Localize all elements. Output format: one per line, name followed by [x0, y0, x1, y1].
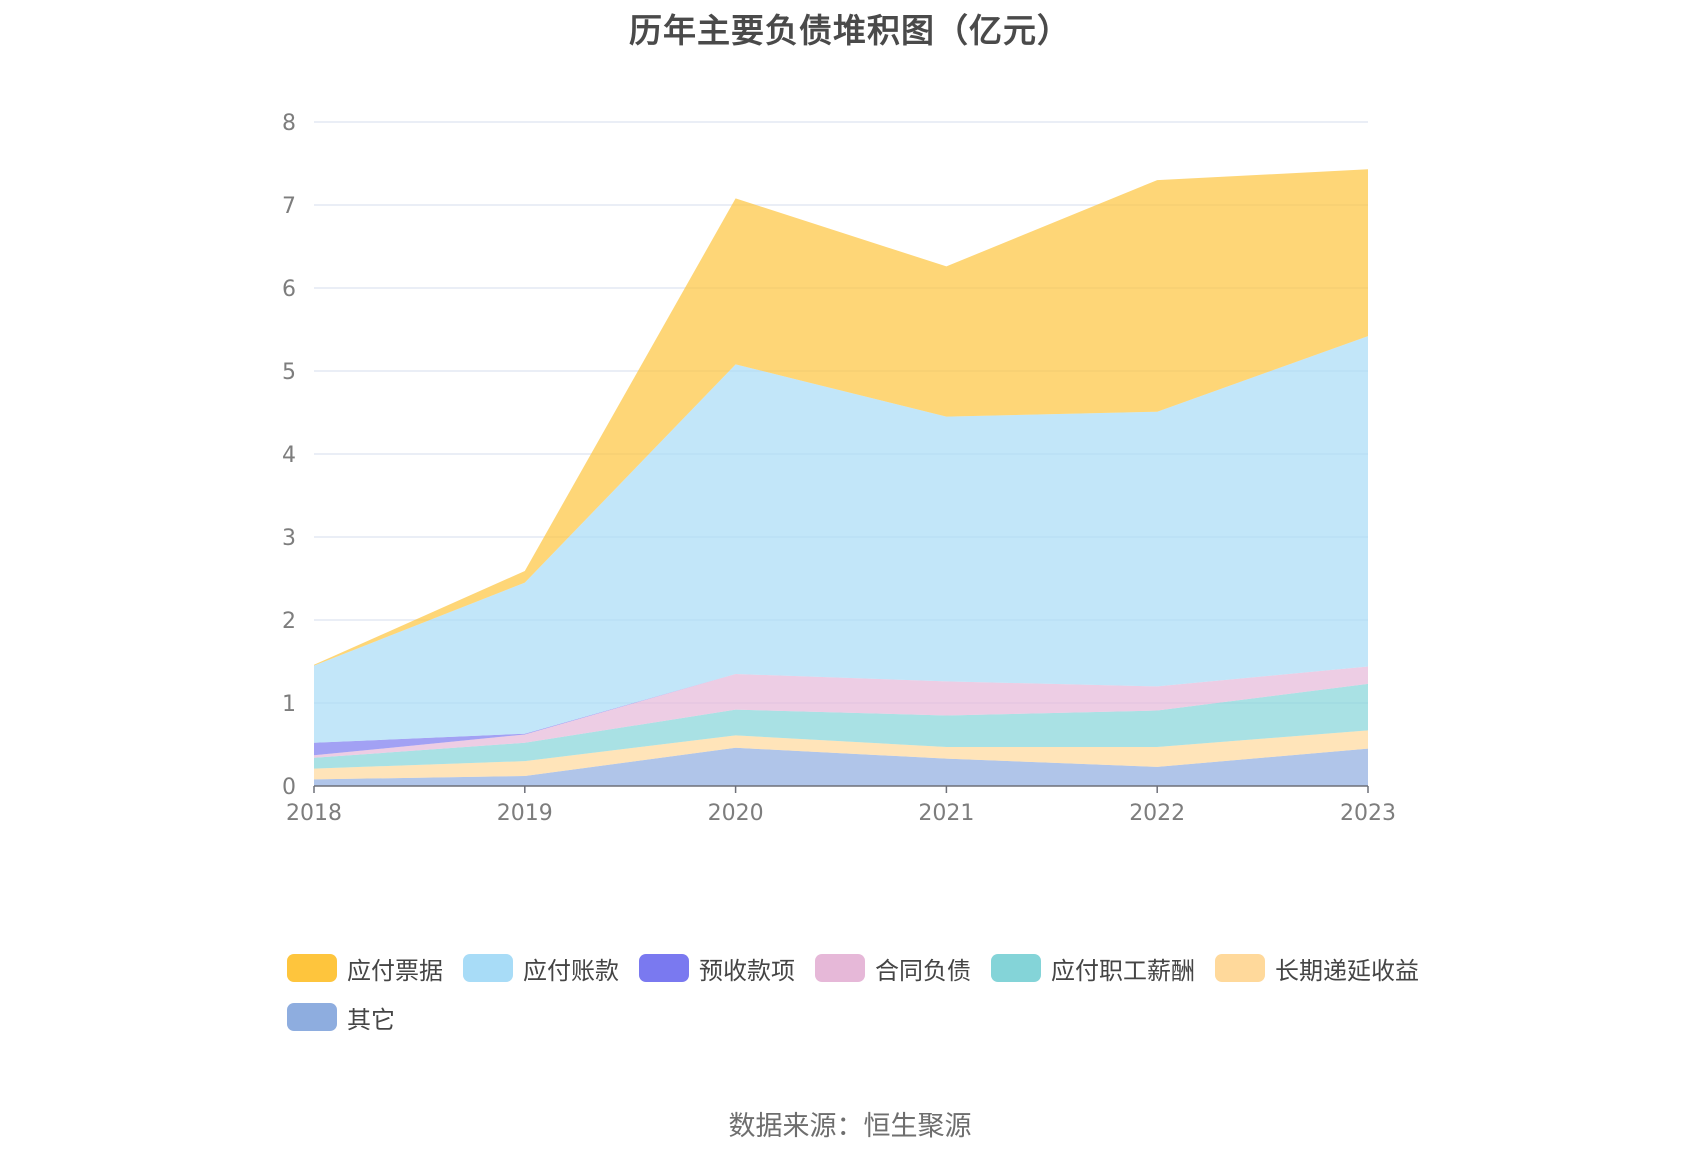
- x-tick-label: 2022: [1129, 801, 1185, 826]
- y-tick-label: 4: [282, 443, 296, 468]
- y-tick-label: 7: [282, 194, 296, 219]
- legend-swatch: [991, 954, 1041, 982]
- axes: 0 1 2 3 4 5 6 7 8 2018 2019 2020 2021 2022 2023: [282, 111, 1396, 826]
- legend-item[interactable]: 其它: [287, 1002, 395, 1034]
- y-tick-label: 1: [282, 692, 296, 717]
- x-tick-label: 2018: [286, 801, 342, 826]
- legend-swatch: [287, 954, 337, 982]
- area-series-5: [314, 336, 1368, 743]
- area-series-3: [314, 666, 1368, 758]
- area-series-0: [314, 747, 1368, 786]
- stacked-areas: [314, 169, 1368, 786]
- area-series-2: [314, 683, 1368, 769]
- legend-item[interactable]: 应付票据: [287, 953, 443, 985]
- y-tick-label: 2: [282, 609, 296, 634]
- legend-swatch: [287, 1003, 337, 1031]
- x-tick-label: 2023: [1340, 801, 1396, 826]
- legend-item[interactable]: 应付职工薪酬: [991, 953, 1195, 985]
- legend: 应付票据 应付账款 预收款项 合同负债 应付职工薪酬 长期递延收益其它: [287, 953, 1487, 1034]
- x-tick-label: 2021: [918, 801, 974, 826]
- x-tick-label: 2019: [497, 801, 553, 826]
- legend-swatch: [463, 954, 513, 982]
- legend-label: 其它: [347, 1005, 395, 1034]
- y-tick-label: 3: [282, 526, 296, 551]
- legend-label: 合同负债: [875, 956, 971, 985]
- legend-swatch: [815, 954, 865, 982]
- y-tick-label: 6: [282, 277, 296, 302]
- area-series-1: [314, 730, 1368, 780]
- legend-swatch: [639, 954, 689, 982]
- legend-item[interactable]: 应付账款: [463, 953, 619, 985]
- source-note: 数据来源：恒生聚源: [728, 1111, 972, 1142]
- legend-label: 应付账款: [523, 956, 619, 985]
- chart-title: 历年主要负债堆积图（亿元）: [629, 11, 1071, 50]
- legend-item[interactable]: 合同负债: [815, 953, 971, 985]
- legend-item[interactable]: 长期递延收益: [1215, 953, 1419, 985]
- legend-label: 长期递延收益: [1275, 956, 1419, 985]
- y-tick-label: 8: [282, 111, 296, 136]
- legend-item[interactable]: 预收款项: [639, 953, 795, 985]
- y-tick-label: 5: [282, 360, 296, 385]
- x-tick-label: 2020: [708, 801, 764, 826]
- y-tick-label: 0: [282, 775, 296, 800]
- area-series-6: [314, 169, 1368, 666]
- legend-label: 应付票据: [347, 956, 443, 985]
- legend-label: 预收款项: [699, 956, 795, 985]
- legend-swatch: [1215, 954, 1265, 982]
- legend-label: 应付职工薪酬: [1051, 956, 1195, 985]
